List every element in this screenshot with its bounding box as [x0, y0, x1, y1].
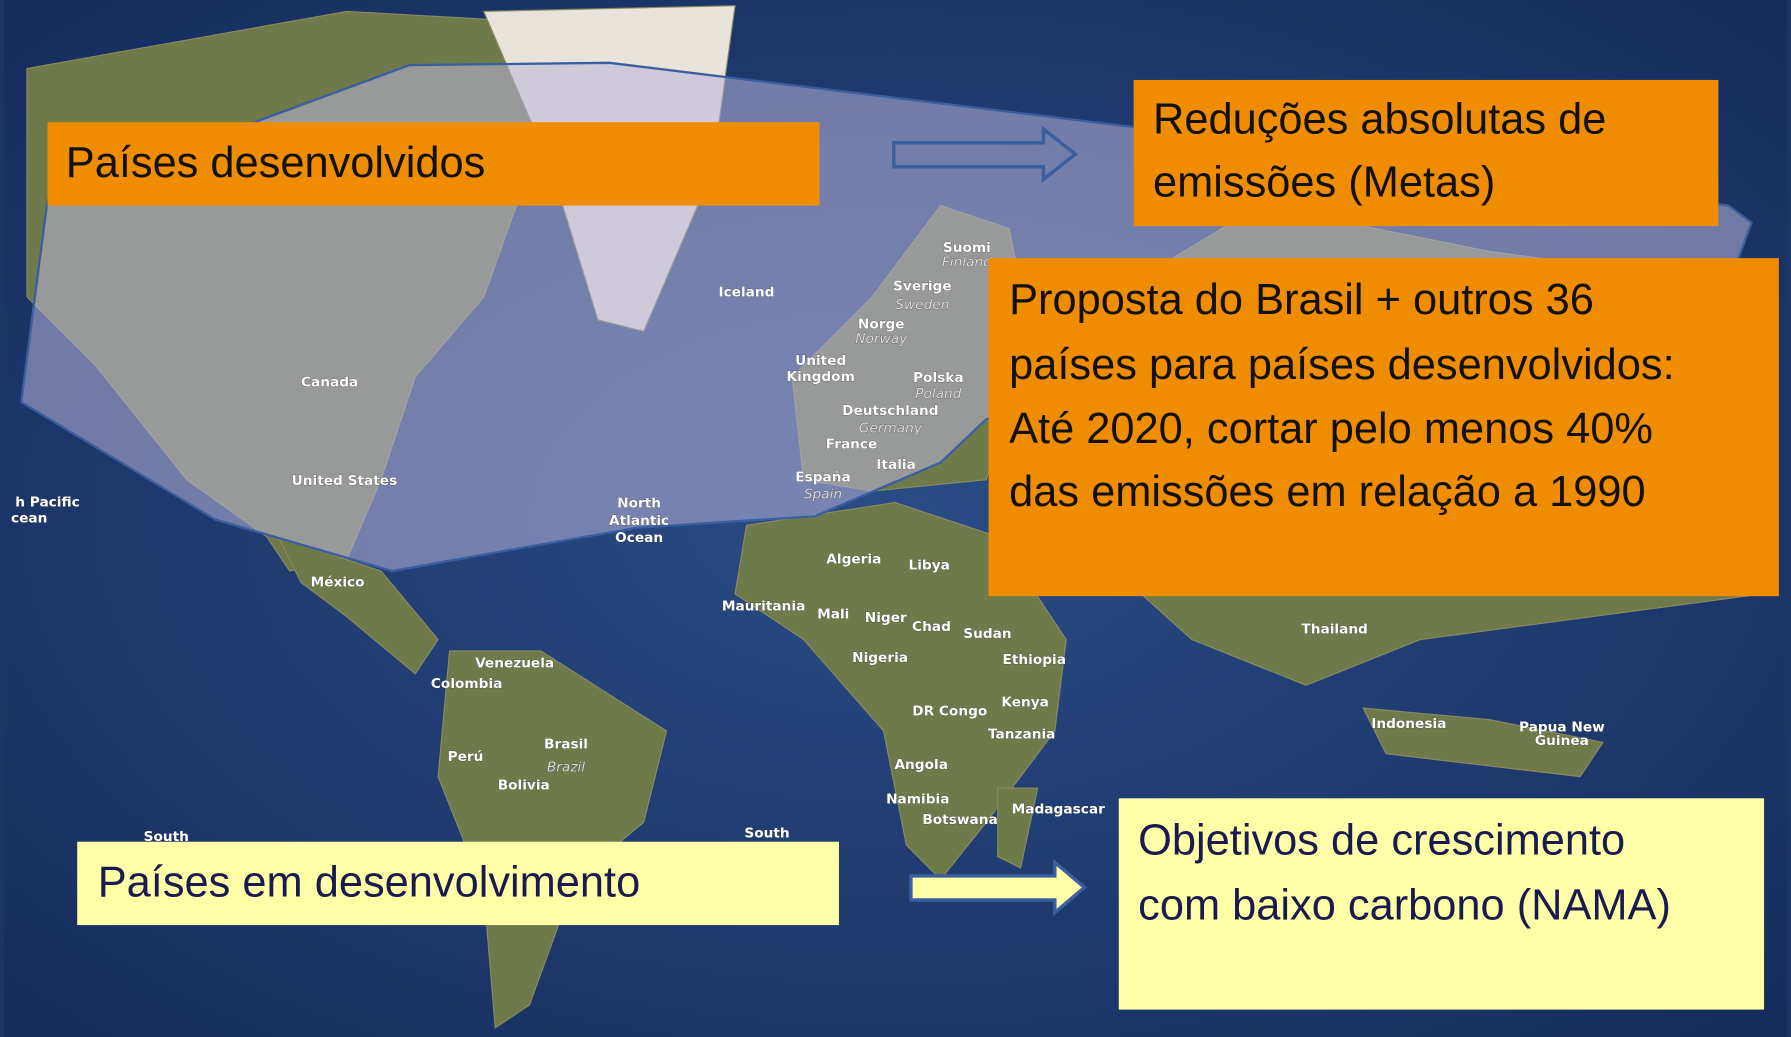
- map-label: Spain: [804, 487, 842, 503]
- map-label: Perú: [448, 749, 484, 765]
- map-label: Guinea: [1535, 733, 1589, 749]
- map-label: Poland: [915, 386, 961, 402]
- map-label: Colombia: [431, 676, 503, 692]
- map-label: Angola: [894, 757, 947, 773]
- map-label: Algeria: [826, 552, 881, 568]
- map-label: Suomi: [943, 240, 991, 256]
- map-label: Finland: [942, 255, 992, 271]
- proposal-line: Até 2020, cortar pelo menos 40%: [1009, 405, 1653, 453]
- map-label: Tanzania: [988, 726, 1055, 742]
- map-label: Brazil: [547, 759, 585, 775]
- map-label: Namibia: [886, 791, 949, 807]
- map-label: Ocean: [615, 530, 663, 546]
- map-label: Nigeria: [852, 650, 908, 666]
- map-label: Sweden: [895, 297, 949, 313]
- map-label: Thailand: [1301, 621, 1367, 637]
- map-label: Norge: [858, 316, 905, 332]
- map-label: North: [617, 496, 661, 512]
- developed-text: Países desenvolvidos: [66, 139, 486, 187]
- map-label: Italia: [876, 457, 916, 473]
- map-label: Chad: [912, 619, 951, 635]
- map-label: h Pacific: [15, 495, 79, 511]
- proposal-line: das emissões em relação a 1990: [1009, 468, 1646, 516]
- objectives-line: Objetivos de crescimento: [1138, 816, 1625, 864]
- proposal-line: países para países desenvolvidos:: [1009, 341, 1675, 389]
- reductions-line: Reduções absolutas de: [1153, 96, 1606, 144]
- map-label: Madagascar: [1012, 802, 1105, 818]
- map-label: Deutschland: [842, 403, 938, 419]
- map-label: Brasil: [544, 737, 588, 753]
- map-label: Bolivia: [498, 778, 550, 794]
- slide: Canada United States México Iceland SuomiFin…: [0, 0, 1791, 1037]
- map-label: Ethiopia: [1003, 652, 1066, 668]
- map-label: Indonesia: [1371, 716, 1446, 732]
- map-label: Norway: [855, 331, 908, 347]
- map-label: cean: [11, 510, 47, 526]
- map-label: France: [826, 436, 878, 452]
- map-label: Mali: [817, 606, 849, 622]
- map-label: Germany: [859, 420, 923, 436]
- map-label: España: [795, 469, 851, 485]
- map-label: South: [744, 826, 789, 842]
- reductions-line: emissões (Metas): [1153, 158, 1495, 206]
- map-label: Sudan: [963, 626, 1011, 642]
- map-label: Iceland: [718, 284, 774, 300]
- map-label: Mauritania: [722, 598, 805, 614]
- developing-text: Países em desenvolvimento: [98, 859, 640, 907]
- map-label: United States: [292, 473, 398, 489]
- map-label: United: [795, 353, 846, 369]
- map-label: Kingdom: [787, 369, 855, 385]
- map-label: Polska: [913, 370, 964, 386]
- map-label: Sverige: [893, 279, 952, 295]
- map-label: Niger: [865, 610, 907, 626]
- map-label: Venezuela: [475, 656, 554, 672]
- map-label: Atlantic: [609, 513, 669, 529]
- map-label: Canada: [301, 375, 358, 391]
- map-label: Libya: [909, 557, 950, 573]
- proposal-line: Proposta do Brasil + outros 36: [1009, 276, 1594, 324]
- map-label: DR Congo: [912, 704, 987, 720]
- map-label: México: [311, 574, 365, 590]
- map-label: Botswana: [922, 812, 997, 828]
- objectives-line: com baixo carbono (NAMA): [1138, 881, 1671, 929]
- map-label: Kenya: [1001, 694, 1049, 710]
